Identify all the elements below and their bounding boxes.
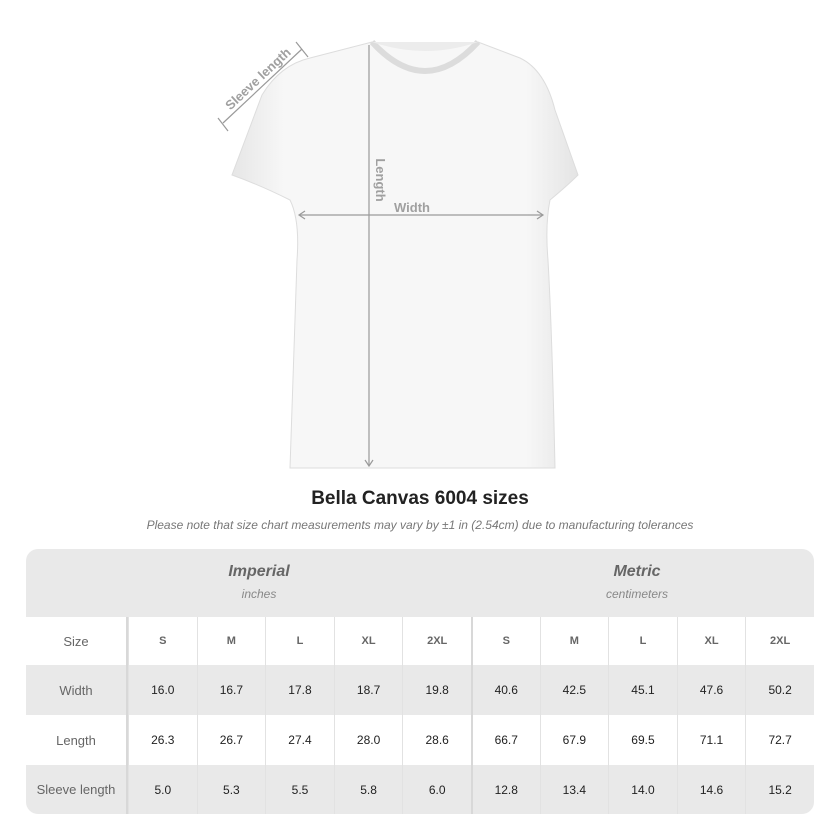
- table-cell: 5.0: [128, 765, 197, 814]
- length-label: Length: [373, 158, 388, 201]
- table-cell: 50.2: [745, 665, 814, 715]
- table-cell: 13.4: [539, 765, 609, 814]
- table-cell: 16.7: [196, 665, 266, 715]
- size-column-header: L: [265, 617, 334, 665]
- table-cell: 16.0: [128, 665, 197, 715]
- size-column-header: S: [128, 617, 197, 665]
- table-cell: 71.1: [676, 715, 746, 765]
- table-row: Sleeve length 5.0 5.3 5.5 5.8 6.0 12.8 13.4 14.0…: [26, 765, 814, 814]
- tshirt-diagram: Sleeve length Length Width: [217, 39, 579, 469]
- group-name: Imperial: [228, 563, 290, 580]
- size-header: Size: [26, 617, 128, 665]
- row-label: Width: [26, 665, 128, 715]
- row-label: Sleeve length: [26, 765, 128, 814]
- table-row: Width 16.0 16.7 17.8 18.7 19.8 40.6 42.5 45.1 47.…: [26, 665, 814, 715]
- size-column-header: XL: [333, 617, 403, 665]
- group-unit: centimeters: [605, 587, 669, 601]
- table-cell: 69.5: [608, 715, 677, 765]
- tolerance-note: Please note that size chart measurements…: [146, 518, 694, 532]
- table-cell: 5.3: [196, 765, 266, 814]
- table-cell: 45.1: [608, 665, 677, 715]
- table-cell: 40.6: [470, 665, 540, 715]
- size-row: Size S M L XL 2XL S M L XL 2XL: [26, 617, 814, 665]
- table-cell: 47.6: [676, 665, 746, 715]
- table-cell: 12.8: [470, 765, 540, 814]
- size-column-header: L: [608, 617, 677, 665]
- sleeve-arrow: [222, 48, 303, 124]
- group-name: Metric: [613, 563, 661, 580]
- table-cell: 14.0: [608, 765, 677, 814]
- size-column-header: 2XL: [402, 617, 471, 665]
- size-column-header: XL: [676, 617, 746, 665]
- size-column-header: 2XL: [745, 617, 814, 665]
- group-metric: Metric centimeters: [465, 563, 809, 601]
- size-column-header: M: [539, 617, 609, 665]
- table-cell: 28.6: [402, 715, 471, 765]
- width-label: Width: [394, 200, 430, 215]
- table-cell: 17.8: [265, 665, 334, 715]
- table-cell: 72.7: [745, 715, 814, 765]
- size-table: Imperial inches Metric centimeters Size S…: [26, 549, 814, 814]
- table-cell: 18.7: [333, 665, 403, 715]
- table-cell: 42.5: [539, 665, 609, 715]
- size-column-header: M: [196, 617, 266, 665]
- table-cell: 26.7: [196, 715, 266, 765]
- table-cell: 66.7: [470, 715, 540, 765]
- page-title: Bella Canvas 6004 sizes: [311, 488, 529, 509]
- group-imperial: Imperial inches: [87, 563, 431, 601]
- table-row: Length 26.3 26.7 27.4 28.0 28.6 66.7 67.9 69.5 71…: [26, 715, 814, 765]
- table-cell: 27.4: [265, 715, 334, 765]
- table-cell: 19.8: [402, 665, 471, 715]
- tshirt-body: [231, 41, 579, 469]
- table-cell: 15.2: [745, 765, 814, 814]
- row-label: Length: [26, 715, 128, 765]
- table-cell: 26.3: [128, 715, 197, 765]
- table-cell: 5.8: [333, 765, 403, 814]
- table-header: Imperial inches Metric centimeters: [26, 549, 814, 617]
- group-unit: inches: [241, 587, 277, 601]
- table-cell: 6.0: [402, 765, 471, 814]
- table-cell: 28.0: [333, 715, 403, 765]
- table-cell: 5.5: [265, 765, 334, 814]
- table-cell: 14.6: [676, 765, 746, 814]
- table-cell: 67.9: [539, 715, 609, 765]
- size-column-header: S: [470, 617, 540, 665]
- tshirt-collar: [369, 39, 481, 74]
